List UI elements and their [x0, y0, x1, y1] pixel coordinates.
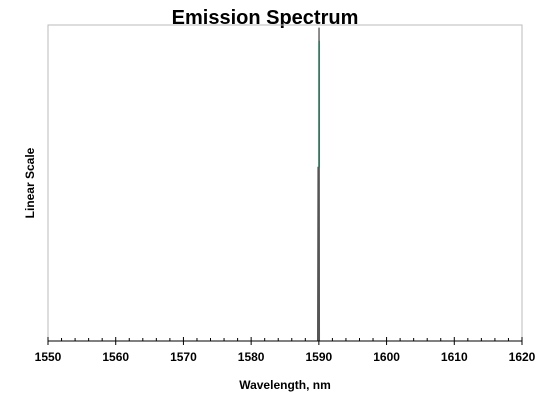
- series-line-1: [48, 27, 522, 342]
- x-tick-label: 1570: [170, 350, 197, 364]
- x-tick-label: 1550: [35, 350, 62, 364]
- chart-title: Emission Spectrum: [172, 7, 359, 29]
- x-tick-label: 1620: [509, 350, 536, 364]
- y-axis-label: Linear Scale: [23, 147, 37, 218]
- x-tick-label: 1590: [306, 350, 333, 364]
- plot-area: [47, 24, 523, 342]
- x-tick-label: 1610: [441, 350, 468, 364]
- x-tick-label: 1560: [102, 350, 129, 364]
- x-tick-label: 1600: [373, 350, 400, 364]
- x-axis-label: Wavelength, nm: [239, 378, 331, 392]
- x-major-ticks: 1550 1560 1570 1580 1590 1600 1610 1620: [35, 337, 536, 364]
- series-layer: [48, 27, 522, 342]
- x-tick-label: 1580: [238, 350, 265, 364]
